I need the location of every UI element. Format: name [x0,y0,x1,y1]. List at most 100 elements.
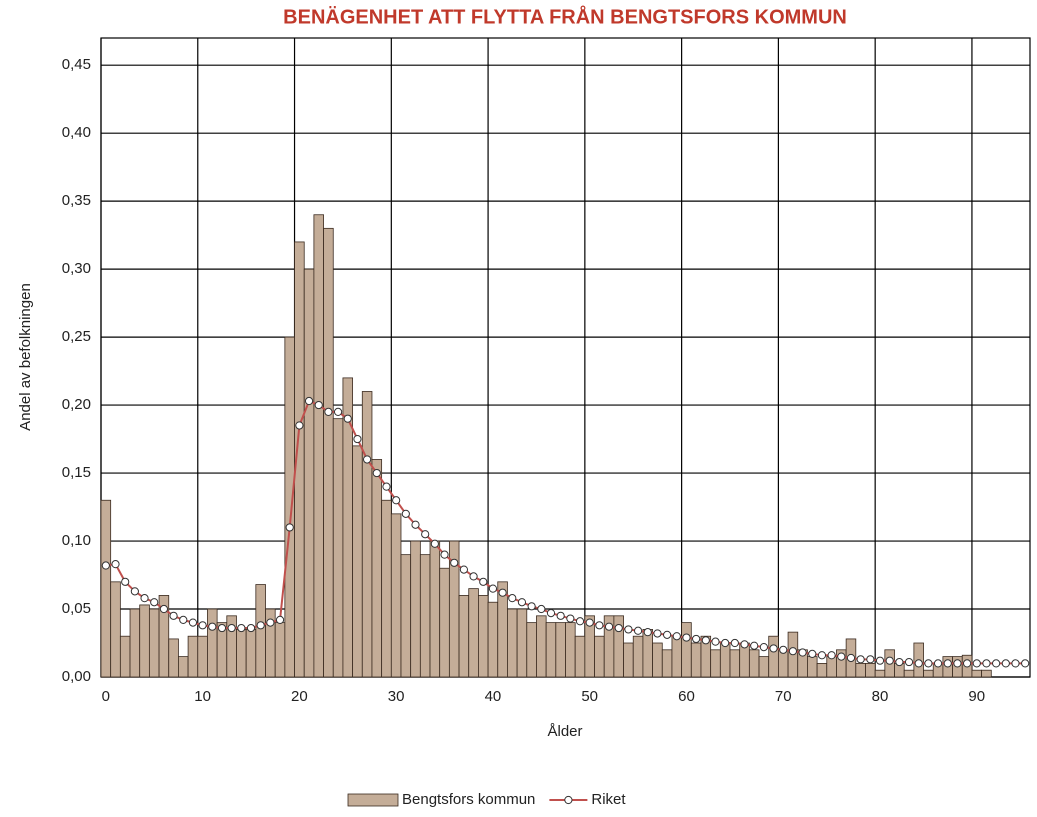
line-marker [130,587,139,596]
bar [323,227,334,678]
line-marker [275,615,285,624]
line-marker [498,588,507,597]
y-tick-label: 0,15 [62,464,91,481]
line-marker [585,618,594,627]
y-tick-label: 0,40 [62,124,91,141]
line-marker [469,572,478,581]
bar [971,669,983,678]
line-marker [788,647,798,656]
line-marker [237,623,246,633]
bar [361,391,373,678]
line-marker [353,434,362,444]
bar [545,622,557,678]
line-marker [837,652,846,661]
bar [284,336,295,678]
x-axis-label: Ålder [547,723,582,740]
line-marker [740,640,749,649]
line-marker [411,520,420,529]
line-marker [179,615,188,624]
bar [371,459,383,678]
bar [903,669,915,678]
line-marker [663,630,672,639]
plot-area [100,37,1031,678]
line-marker [769,644,778,653]
line-marker [517,598,527,607]
line-marker [711,637,720,646]
line-marker [314,400,323,410]
bar [923,669,934,678]
bar [478,595,489,678]
bar [661,649,673,678]
bar [303,268,315,678]
bar [255,584,266,678]
legend-swatch [564,795,573,805]
line-marker [246,623,256,633]
y-tick-label: 0,10 [62,532,91,549]
bar [419,554,431,678]
line-marker [730,638,739,648]
bar [390,513,402,678]
line-marker [324,407,333,416]
line-marker [701,636,710,645]
bar [139,604,150,678]
bar [758,656,770,678]
bar [690,642,702,678]
line-marker [692,634,701,644]
bar [429,540,441,678]
bar [536,615,547,678]
line-marker [527,602,536,611]
line-marker [295,421,304,430]
x-tick-label: 20 [291,688,308,705]
bar [729,649,741,678]
bar [178,656,189,678]
line-marker [392,496,401,505]
line-marker [653,629,662,638]
x-tick-label: 0 [102,688,110,705]
bar [874,669,886,678]
line-marker [827,651,836,660]
line-marker [779,645,788,654]
line-marker [188,618,198,627]
bar [468,588,479,678]
line-marker [953,659,962,668]
bar [381,499,392,678]
line-marker [546,609,556,618]
bar [187,635,199,678]
line-marker [1011,659,1020,668]
line-marker [421,530,430,539]
bar [352,445,363,678]
line-marker [895,657,904,667]
line-marker [633,626,643,635]
bar [313,214,324,678]
bar [855,663,866,678]
bar [400,554,412,678]
bar [197,635,208,678]
line-marker [150,598,159,607]
line-marker [933,659,943,668]
line-marker [372,468,381,478]
bar [748,649,760,678]
line-marker [595,621,604,630]
line-marker [904,657,914,667]
bar [110,581,121,678]
line-marker [846,653,856,663]
bar [332,418,344,678]
line-marker [750,641,759,650]
line-marker [682,633,691,642]
line-marker [1001,659,1010,668]
bar [981,669,992,678]
line-marker [943,659,952,668]
bar [642,629,653,678]
bar [245,629,257,678]
bar [207,608,218,678]
line-marker [227,623,236,633]
line-marker [537,604,546,614]
line-marker [885,656,894,665]
bar [768,635,779,678]
line-marker [382,482,391,491]
line-marker [866,655,875,664]
line-marker [333,407,343,416]
line-marker [198,621,207,630]
bar [826,656,837,678]
